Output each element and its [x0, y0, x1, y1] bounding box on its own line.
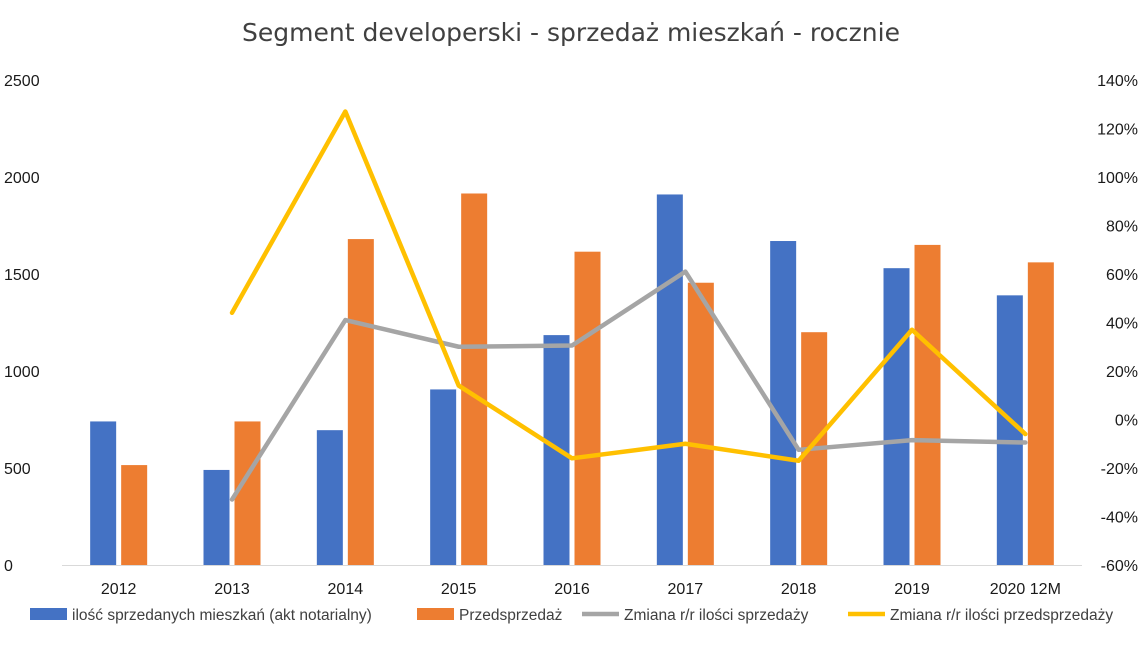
y-right-tick-label: 80%	[1106, 219, 1138, 236]
x-tick-label: 2018	[781, 581, 817, 598]
legend-label: ilość sprzedanych mieszkań (akt notarial…	[72, 607, 372, 624]
x-tick-label: 2013	[214, 581, 250, 598]
bar-sales	[430, 389, 457, 565]
bar-presales	[574, 251, 601, 565]
bar-presales	[687, 282, 714, 565]
y-left-tick-label: 1500	[4, 267, 40, 284]
y-right-tick-label: -40%	[1101, 510, 1138, 527]
bar-presales	[914, 244, 941, 565]
legend-label: Zmiana r/r ilości przedsprzedaży	[890, 607, 1113, 624]
y-right-tick-label: 0%	[1115, 413, 1138, 430]
line-sales-change	[229, 269, 1028, 502]
x-tick-label: 2016	[554, 581, 590, 598]
x-tick-label: 2015	[441, 581, 477, 598]
y-left-tick-label: 0	[4, 558, 13, 575]
legend-label: Przedsprzedaż	[459, 607, 562, 624]
x-tick-label: 2017	[668, 581, 704, 598]
bar-sales	[316, 430, 343, 565]
x-tick-label: 2019	[894, 581, 930, 598]
y-left-tick-label: 500	[4, 461, 31, 478]
bar-sales	[883, 268, 910, 565]
bar-presales	[461, 193, 488, 566]
bar-sales	[203, 469, 230, 565]
x-tick-label: 2020 12M	[990, 581, 1061, 598]
bar-presales	[234, 421, 261, 565]
legend-label: Zmiana r/r ilości sprzedaży	[624, 607, 809, 624]
chart-title: Segment developerski - sprzedaż mieszkań…	[242, 18, 900, 47]
y-right-tick-label: -20%	[1101, 461, 1138, 478]
y-right-tick-label: 40%	[1106, 316, 1138, 333]
bar-presales	[347, 239, 374, 565]
y-left-tick-label: 1000	[4, 364, 40, 381]
y-right-tick-label: -60%	[1101, 558, 1138, 575]
y-right-tick-label: 100%	[1097, 170, 1138, 187]
legend-swatch	[417, 608, 454, 620]
legend-swatch	[30, 608, 67, 620]
bar-sales	[90, 421, 117, 565]
y-left-tick-label: 2000	[4, 170, 40, 187]
y-right-tick-label: 120%	[1097, 122, 1138, 139]
y-right-tick-label: 20%	[1106, 364, 1138, 381]
line-presales-change	[229, 109, 1028, 463]
y-right-tick-label: 140%	[1097, 73, 1138, 90]
x-tick-label: 2012	[101, 581, 137, 598]
y-right-tick-label: 60%	[1106, 267, 1138, 284]
bar-sales	[656, 194, 683, 565]
bar-presales	[121, 465, 148, 565]
x-tick-label: 2014	[328, 581, 364, 598]
bar-presales	[1027, 262, 1054, 565]
bar-sales	[770, 241, 797, 565]
y-left-tick-label: 2500	[4, 73, 40, 90]
